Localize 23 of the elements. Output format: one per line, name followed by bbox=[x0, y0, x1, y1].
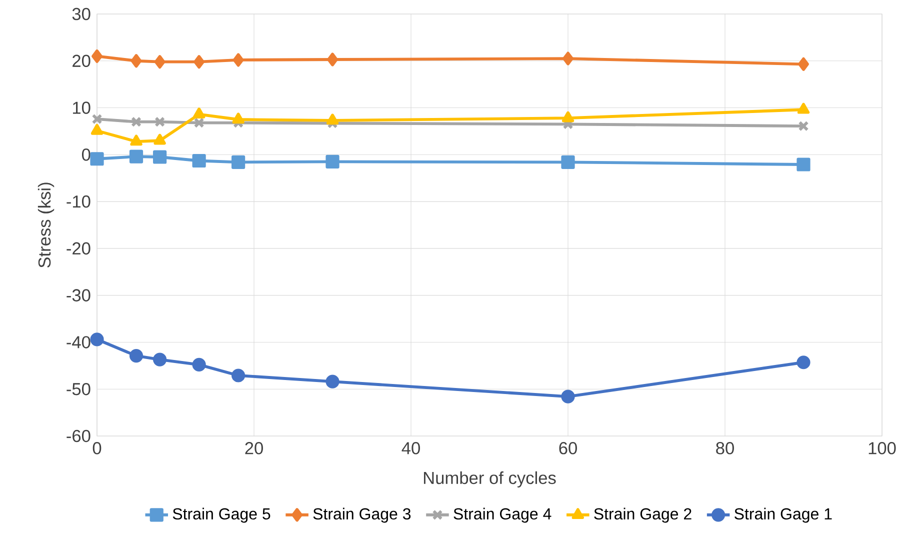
legend-label: Strain Gage 4 bbox=[454, 508, 552, 523]
legend-label: Strain Gage 1 bbox=[734, 508, 832, 523]
y-tick-label: -40 bbox=[66, 336, 90, 348]
x-tick-label: 60 bbox=[559, 442, 577, 454]
x-tick-label: 40 bbox=[402, 442, 420, 454]
x-tick-label: 100 bbox=[868, 442, 896, 454]
legend-label: Strain Gage 2 bbox=[594, 508, 692, 523]
y-axis-title: Stress (ksi) bbox=[38, 182, 54, 268]
y-tick-label: 10 bbox=[73, 102, 90, 114]
y-tick-label: -20 bbox=[66, 242, 90, 255]
legend-label: Strain Gage 5 bbox=[172, 508, 270, 523]
x-tick-label: 0 bbox=[92, 442, 102, 454]
y-tick-label: 0 bbox=[82, 148, 90, 161]
y-tick-label: -50 bbox=[66, 382, 90, 396]
y-tick-label: -30 bbox=[66, 289, 90, 302]
legend-label: Strain Gage 3 bbox=[313, 508, 411, 523]
y-tick-label: 30 bbox=[72, 8, 90, 20]
x-tick-label: 20 bbox=[245, 442, 263, 454]
x-tick-label: 80 bbox=[716, 442, 734, 454]
y-tick-label: 20 bbox=[72, 54, 90, 68]
y-tick-label: -60 bbox=[66, 430, 90, 442]
x-axis-title: Number of cycles bbox=[424, 471, 556, 488]
y-tick-label: -10 bbox=[66, 195, 90, 208]
